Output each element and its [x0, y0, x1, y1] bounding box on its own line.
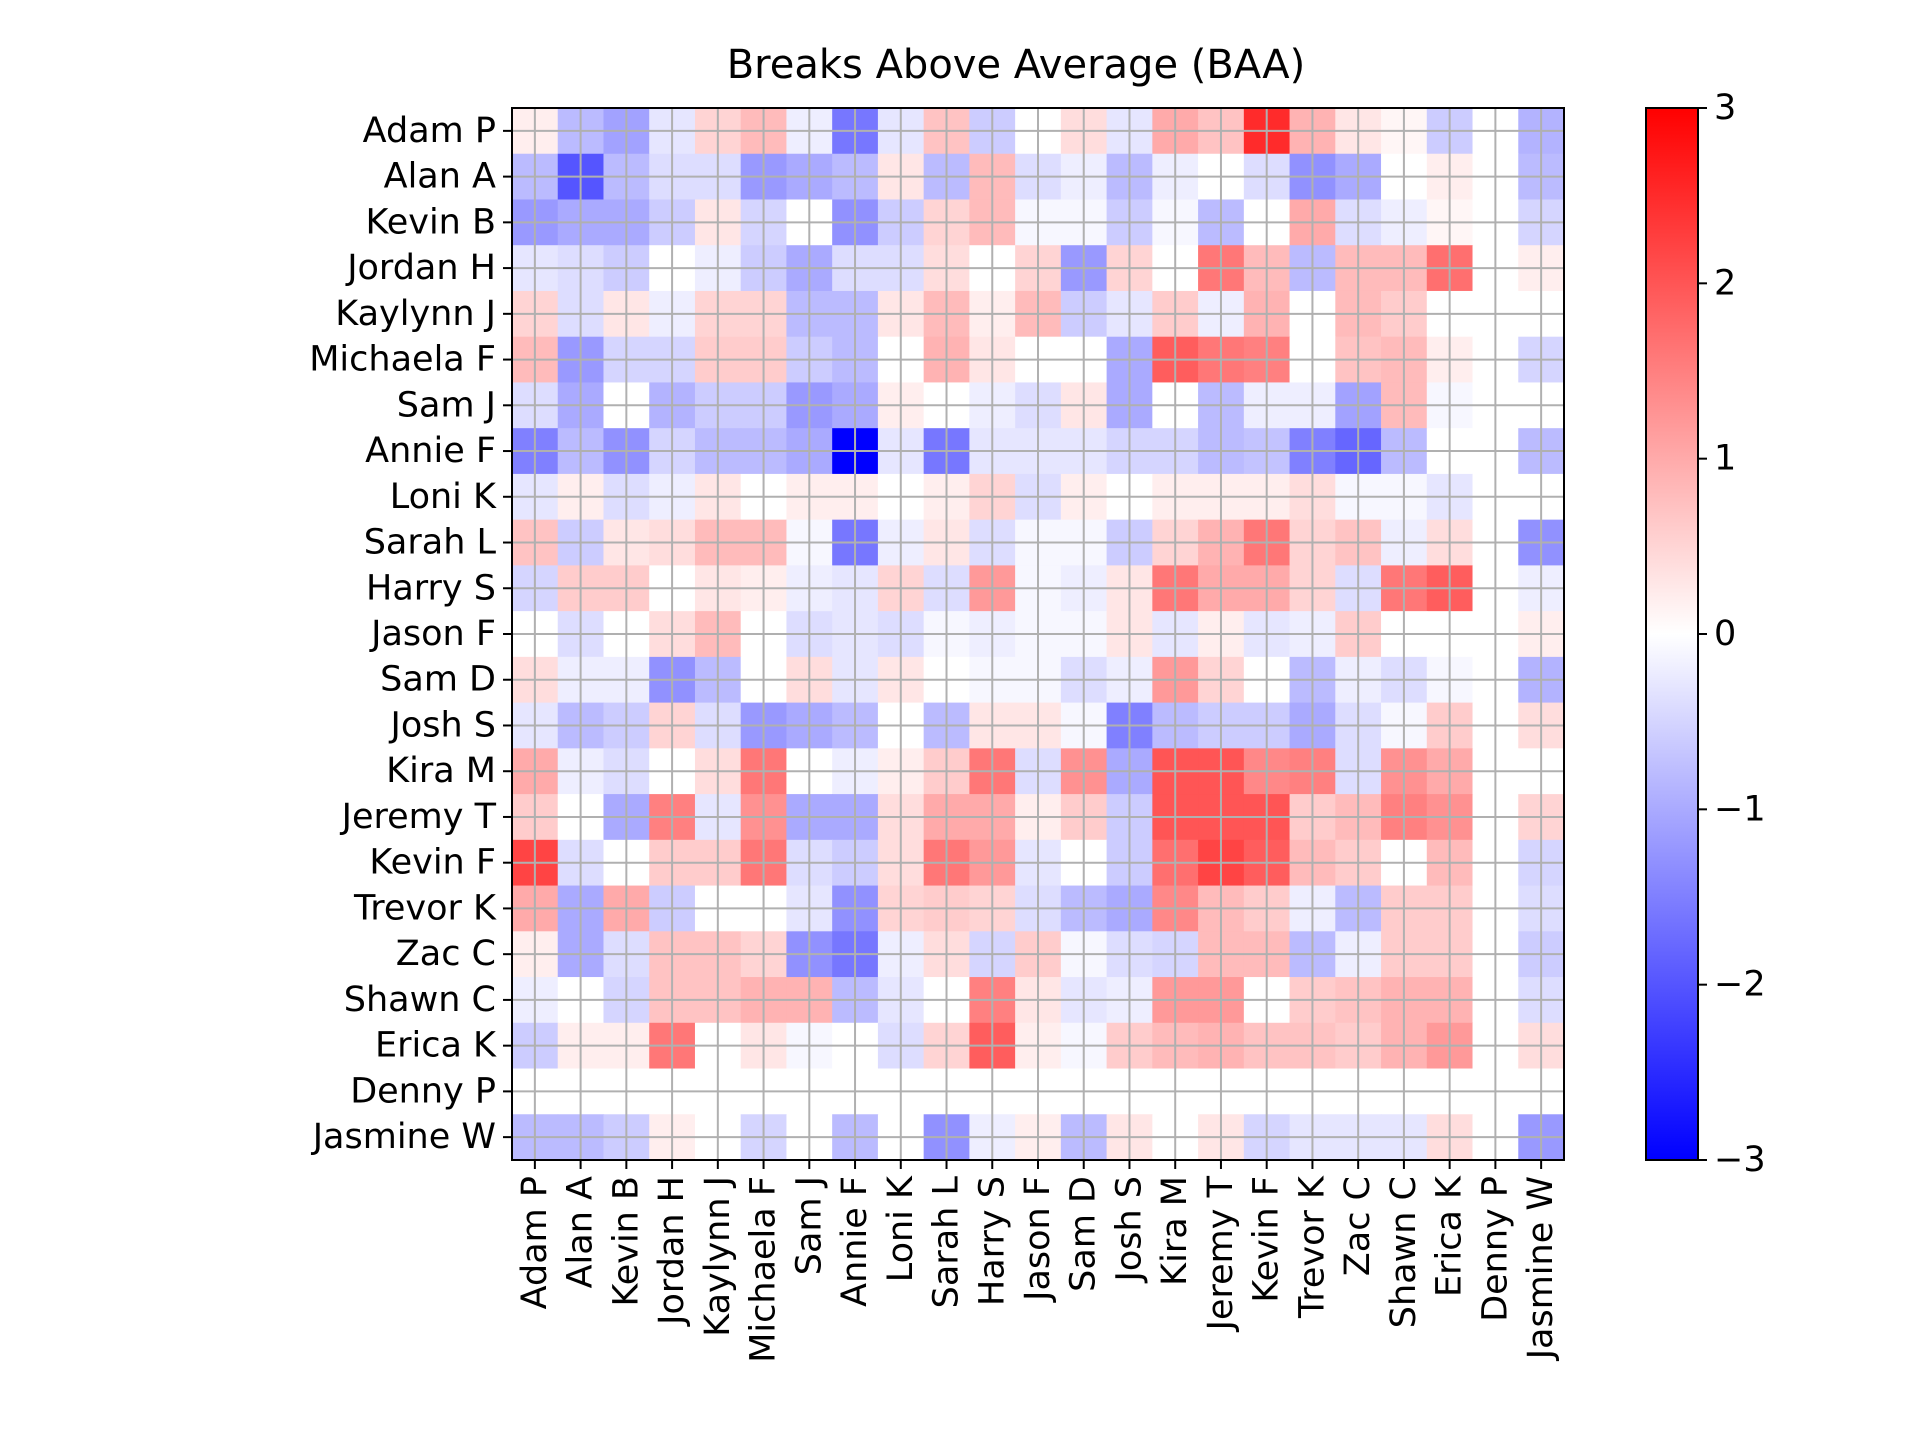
col-tick-labels: Adam P Alan A Kevin B Jordan H Kaylynn J Mich…	[515, 1160, 1561, 1363]
chart-title: Breaks Above Average (BAA)	[727, 42, 1306, 88]
row-tick-label: Kira M	[386, 751, 496, 791]
col-tick-label: Jeremy T	[1201, 1175, 1241, 1332]
row-tick-label: Michaela F	[309, 340, 496, 380]
row-tick-label: Jasmine W	[311, 1117, 496, 1157]
col-tick-label: Jasmine W	[1521, 1176, 1561, 1361]
row-tick-label: Sarah L	[364, 523, 497, 563]
col-tick-label: Loni K	[881, 1175, 921, 1282]
colorbar-tick-label: −1	[1714, 789, 1766, 829]
col-tick-label: Sam D	[1064, 1176, 1104, 1292]
colorbar-tick-labels: 3 2 1 0 −1 −2 −3	[1698, 88, 1766, 1180]
colorbar-tick-label: 3	[1714, 88, 1736, 128]
row-tick-label: Kevin B	[366, 202, 497, 242]
row-tick-label: Jason F	[369, 614, 496, 654]
row-tick-label: Alan A	[384, 157, 496, 197]
row-tick-label: Denny P	[350, 1071, 496, 1111]
row-tick-label: Jeremy T	[340, 797, 497, 837]
col-tick-label: Jason F	[1018, 1176, 1058, 1303]
row-tick-label: Harry S	[366, 568, 496, 608]
col-tick-label: Annie F	[835, 1176, 875, 1307]
row-tick-label: Loni K	[390, 477, 497, 517]
row-tick-label: Sam J	[397, 385, 496, 425]
col-tick-label: Zac C	[1338, 1176, 1378, 1276]
col-tick-label: Kaylynn J	[698, 1176, 738, 1337]
row-tick-label: Shawn C	[344, 980, 496, 1020]
row-tick-label: Kevin F	[369, 843, 496, 883]
row-tick-label: Kaylynn J	[335, 294, 496, 334]
col-tick-label: Alan A	[561, 1176, 601, 1288]
col-tick-label: Sarah L	[927, 1176, 967, 1309]
colorbar-tick-label: 1	[1714, 439, 1736, 479]
heatmap-gridlines	[512, 108, 1564, 1160]
col-tick-label: Harry S	[972, 1176, 1012, 1306]
col-tick-label: Trevor K	[1292, 1175, 1332, 1319]
col-tick-label: Kira M	[1155, 1176, 1195, 1286]
col-tick-label: Kevin B	[606, 1176, 646, 1307]
col-tick-label: Jordan H	[652, 1176, 692, 1327]
row-tick-label: Annie F	[365, 431, 496, 471]
row-tick-label: Trevor K	[353, 888, 497, 928]
colorbar-tick-label: 0	[1714, 614, 1736, 654]
row-tick-label: Zac C	[396, 934, 496, 974]
row-tick-label: Adam P	[363, 111, 496, 151]
col-tick-label: Adam P	[515, 1176, 555, 1309]
row-tick-labels: Adam P Alan A Kevin B Jordan H Kaylynn J Mich…	[309, 111, 512, 1157]
col-tick-label: Denny P	[1475, 1176, 1515, 1322]
col-tick-label: Erica K	[1430, 1175, 1470, 1297]
col-tick-label: Shawn C	[1384, 1176, 1424, 1328]
colorbar-tick-label: 2	[1714, 263, 1736, 303]
row-tick-label: Josh S	[389, 705, 497, 745]
colorbar-tick-label: −2	[1714, 965, 1766, 1005]
row-tick-label: Erica K	[375, 1026, 497, 1066]
col-tick-label: Sam J	[789, 1176, 829, 1275]
col-tick-label: Kevin F	[1247, 1176, 1287, 1303]
row-tick-label: Sam D	[380, 660, 496, 700]
row-tick-label: Jordan H	[345, 248, 496, 288]
colorbar	[1645, 107, 1699, 1161]
colorbar-tick-label: −3	[1714, 1140, 1766, 1180]
col-tick-label: Michaela F	[744, 1176, 784, 1363]
col-tick-label: Josh S	[1109, 1176, 1149, 1284]
